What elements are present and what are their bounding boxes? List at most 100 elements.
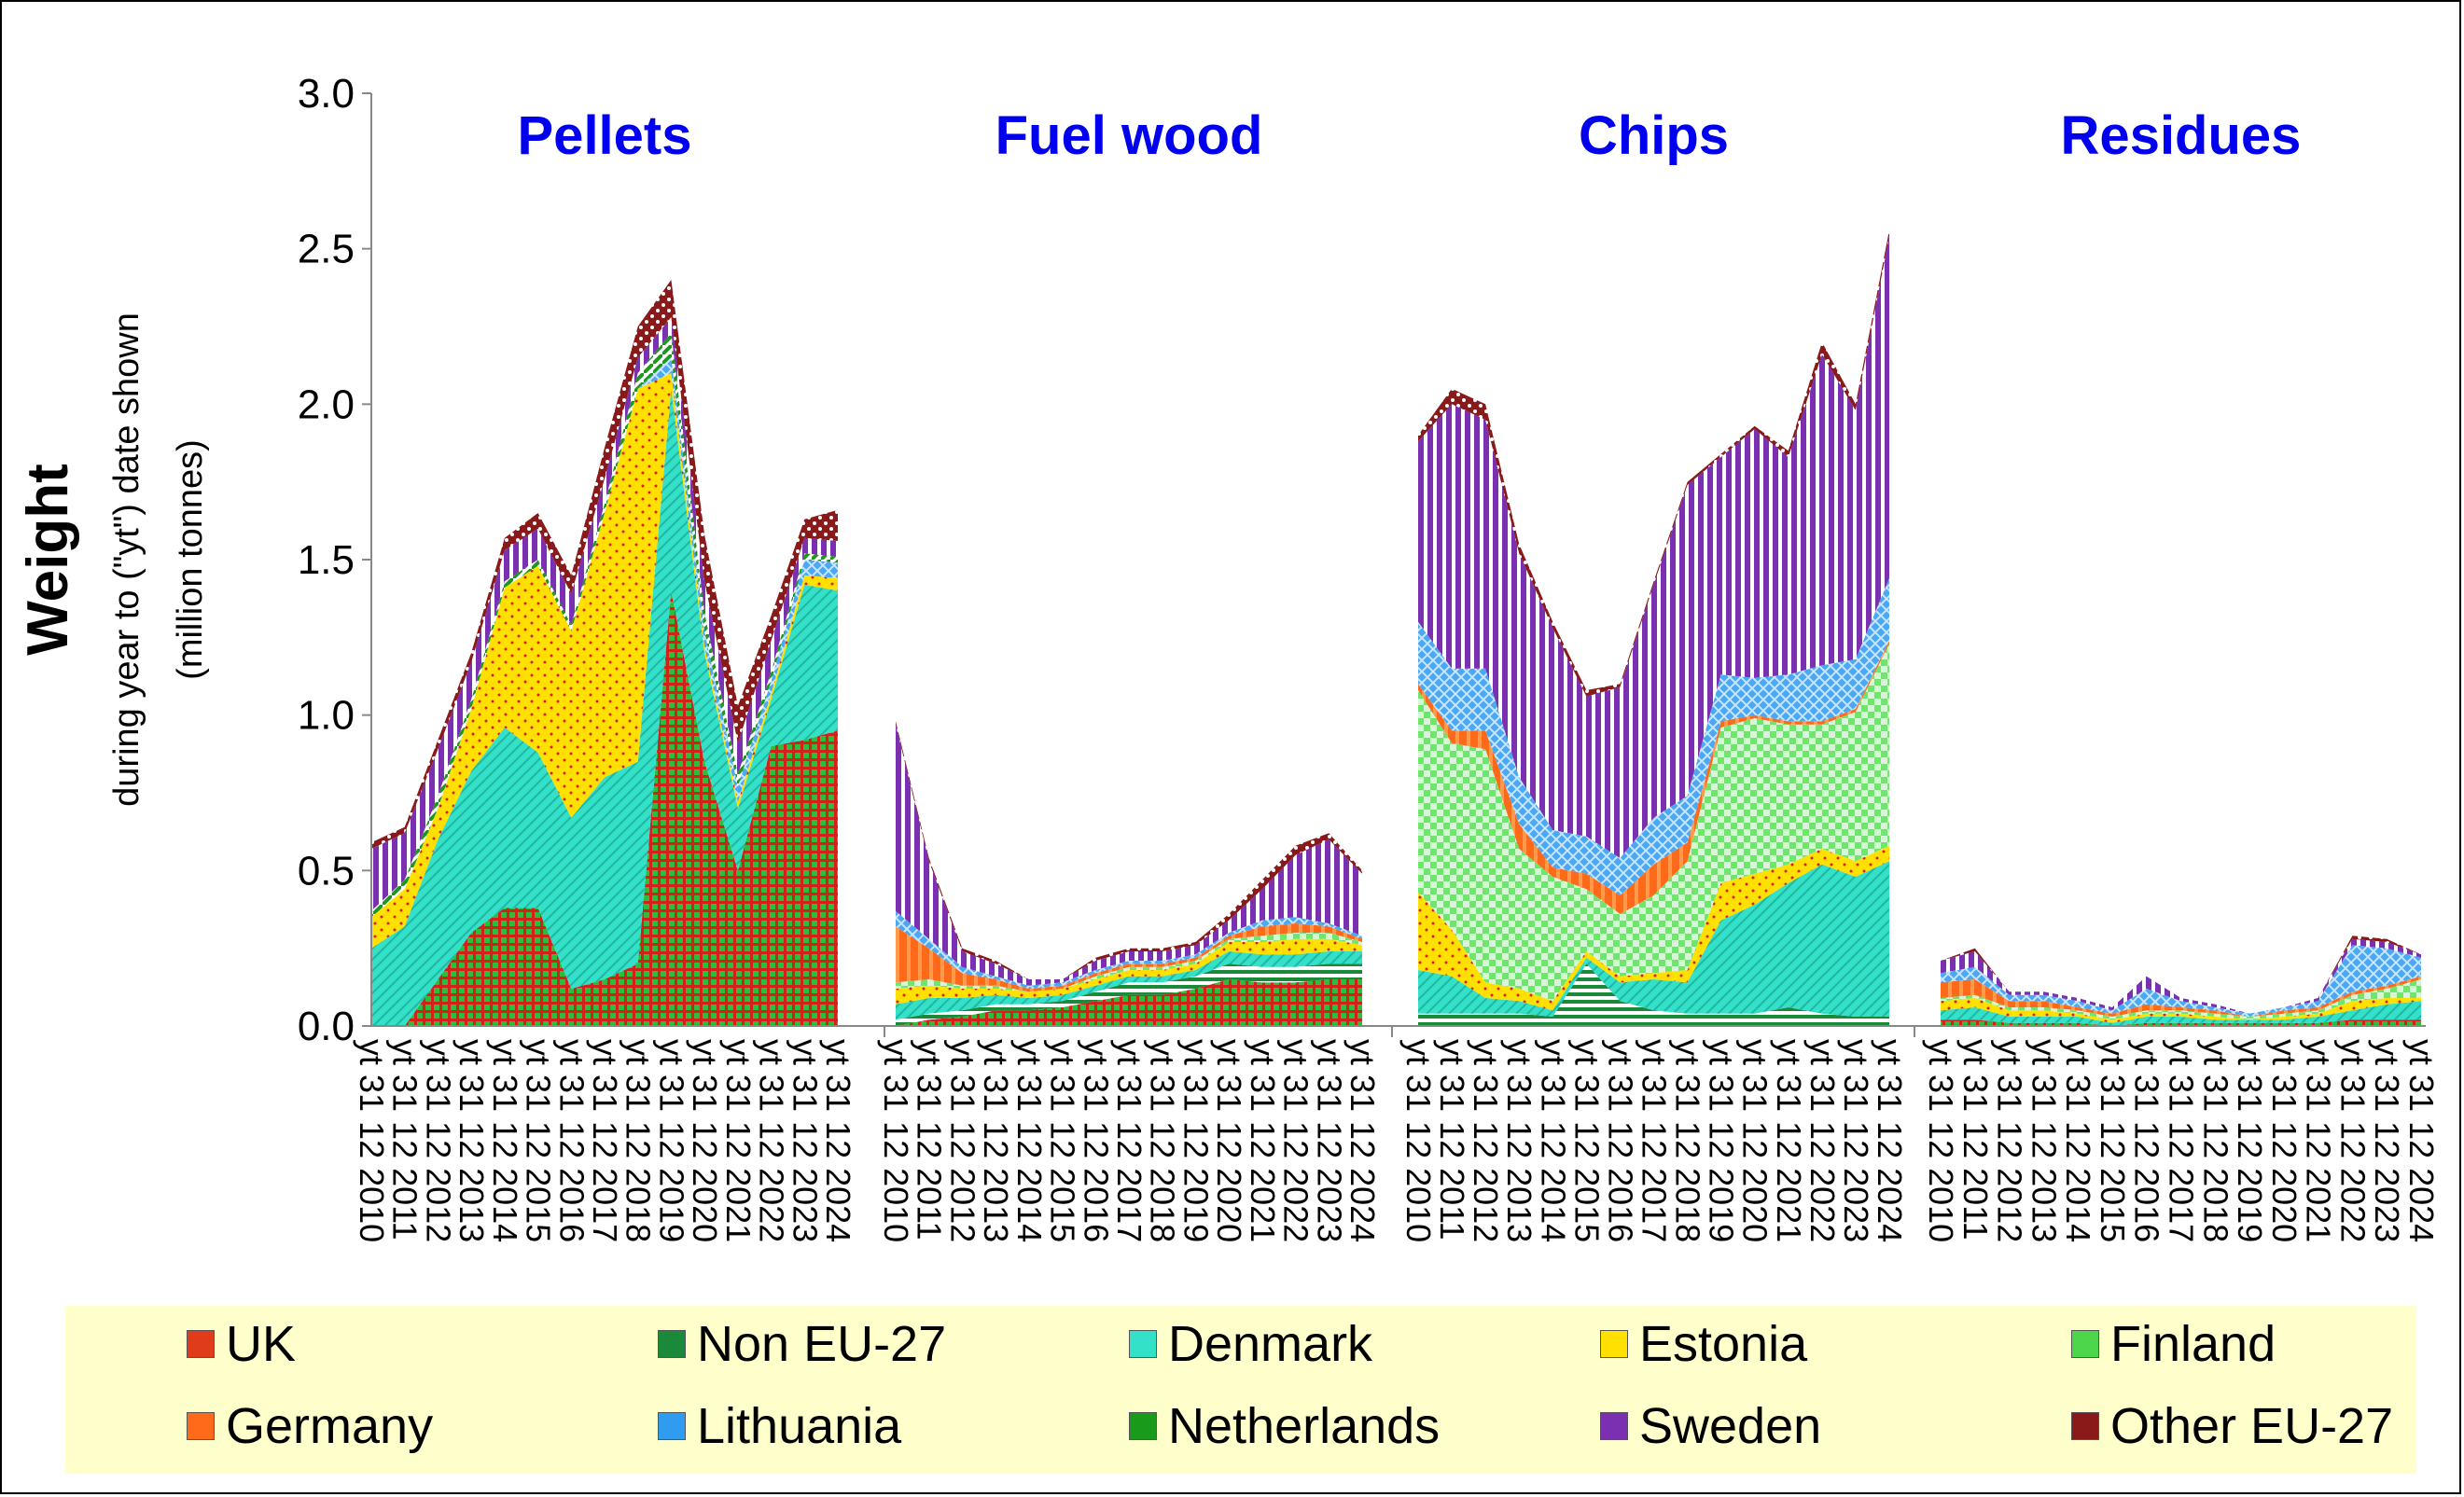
- x-tick-label: yt 31 12 2018: [619, 1039, 658, 1242]
- legend-item-netherlands: Netherlands: [1129, 1397, 1440, 1455]
- x-tick-label: yt 31 12 2022: [1803, 1039, 1842, 1242]
- x-tick-label: yt 31 12 2013: [2025, 1039, 2063, 1242]
- legend-item-denmark: Denmark: [1129, 1315, 1372, 1373]
- x-tick-label: yt 31 12 2021: [1770, 1039, 1808, 1242]
- y-tick-label: 0.5: [298, 848, 355, 894]
- legend-label: Netherlands: [1168, 1398, 1441, 1454]
- area-lithuania: [1941, 945, 2421, 1017]
- area-germany: [896, 923, 1362, 992]
- x-tick-label: yt 31 12 2019: [1176, 1039, 1215, 1242]
- legend-label: Other EU-27: [2110, 1398, 2394, 1454]
- x-tick-label: yt 31 12 2023: [2368, 1039, 2406, 1242]
- legend-item-non-eu-27: Non EU-27: [658, 1315, 946, 1373]
- x-tick-label: yt 31 12 2010: [1922, 1039, 1960, 1242]
- x-tick-label: yt 31 12 2011: [386, 1039, 425, 1241]
- x-tick-label: yt 31 12 2017: [1110, 1039, 1148, 1242]
- x-tick-label: yt 31 12 2011: [911, 1039, 949, 1241]
- legend-label: Lithuania: [697, 1398, 902, 1454]
- panel-3: [1941, 936, 2421, 1026]
- legend-label: Germany: [226, 1398, 434, 1454]
- x-tick-label: yt 31 12 2016: [1601, 1039, 1639, 1242]
- panel-0: [371, 280, 838, 1026]
- x-tick-label: yt 31 12 2016: [1077, 1039, 1115, 1242]
- panel-title: Fuel wood: [995, 105, 1263, 166]
- x-tick-label: yt 31 12 2023: [1837, 1039, 1875, 1242]
- area-sweden: [1941, 938, 2421, 1014]
- x-tick-label: yt 31 12 2017: [1636, 1039, 1674, 1242]
- area-denmark: [1418, 861, 1889, 1017]
- legend-item-other-eu-27: Other EU-27: [2071, 1397, 2393, 1455]
- stacked-area-chart: 0.0 0.5 1.0 1.5 2.0 2.5 3.0 Pellets yt 31 12 201…: [16, 71, 2441, 1242]
- area-estonia: [1418, 845, 1889, 1011]
- area-finland: [1941, 979, 2421, 1020]
- legend-swatch: [2071, 1330, 2099, 1358]
- y-axis-title: Weight: [16, 464, 80, 656]
- area-finland: [1418, 644, 1889, 1002]
- x-tick-label: yt 31 12 2019: [652, 1039, 690, 1242]
- x-tick-label: yt 31 12 2015: [520, 1039, 558, 1242]
- legend-swatch: [658, 1330, 686, 1358]
- legend-label: Finland: [2110, 1316, 2276, 1372]
- x-tick-label: yt 31 12 2012: [1991, 1039, 2029, 1242]
- legend-label: Sweden: [1639, 1398, 1822, 1454]
- y-tick-label: 2.0: [298, 381, 355, 427]
- area-sweden: [896, 724, 1362, 986]
- x-tick-label: yt 31 12 2024: [1343, 1039, 1382, 1242]
- area-estonia: [896, 938, 1362, 1005]
- area-denmark: [896, 951, 1362, 1020]
- area-uk: [896, 979, 1362, 1026]
- panel-1: [896, 721, 1362, 1026]
- x-tick-label: yt 31 12 2024: [1871, 1039, 1909, 1242]
- x-tick-label: yt 31 12 2012: [1467, 1039, 1505, 1242]
- x-tick-label: yt 31 12 2018: [1144, 1039, 1182, 1242]
- x-tick-label: yt 31 12 2022: [753, 1039, 791, 1242]
- legend-item-lithuania: Lithuania: [658, 1397, 901, 1455]
- y-axis-subtitle-1: during year to ("yt") date shown: [107, 312, 146, 807]
- x-tick-label: yt 31 12 2023: [786, 1039, 824, 1242]
- y-tick-label: 2.5: [298, 227, 355, 272]
- x-tick-label: yt 31 12 2014: [1010, 1039, 1049, 1242]
- area-sweden: [1418, 236, 1889, 859]
- x-tick-label: yt 31 12 2016: [2128, 1039, 2166, 1242]
- legend-swatch: [2071, 1412, 2099, 1440]
- x-tick-label: yt 31 12 2017: [586, 1039, 624, 1242]
- x-tick-label: yt 31 12 2017: [2163, 1039, 2201, 1242]
- legend-swatch: [1129, 1412, 1157, 1440]
- legend-label: Estonia: [1639, 1316, 1808, 1372]
- legend-item-estonia: Estonia: [1600, 1315, 1807, 1373]
- x-tick-label: yt 31 12 2014: [486, 1039, 524, 1242]
- legend-swatch: [1129, 1330, 1157, 1358]
- x-tick-label: yt 31 12 2020: [686, 1039, 724, 1242]
- area-finland: [896, 933, 1362, 992]
- area-uk: [371, 590, 838, 1026]
- x-tick-label: yt 31 12 2013: [452, 1039, 491, 1242]
- x-tick-label: yt 31 12 2024: [819, 1039, 857, 1242]
- x-tick-label: yt 31 12 2020: [1210, 1039, 1248, 1242]
- x-tick-label: yt 31 12 2015: [1567, 1039, 1606, 1242]
- legend-item-germany: Germany: [187, 1397, 433, 1455]
- area-lithuania: [896, 910, 1362, 989]
- x-tick-label: yt 31 12 2011: [1433, 1039, 1471, 1241]
- area-estonia: [371, 373, 838, 949]
- area-non-eu-27: [1418, 963, 1889, 1026]
- legend-item-uk: UK: [187, 1315, 296, 1373]
- y-tick-label: 3.0: [298, 71, 355, 117]
- x-tick-label: yt 31 12 2021: [1244, 1039, 1282, 1242]
- x-tick-label: yt 31 12 2015: [2094, 1039, 2132, 1242]
- area-uk: [1941, 1019, 2421, 1026]
- area-germany: [1941, 976, 2421, 1017]
- x-tick-label: yt 31 12 2019: [1703, 1039, 1741, 1242]
- area-estonia: [1941, 998, 2421, 1023]
- x-tick-label: yt 31 12 2022: [2333, 1039, 2372, 1242]
- x-tick-label: yt 31 12 2018: [2196, 1039, 2234, 1242]
- x-tick-label: yt 31 12 2013: [977, 1039, 1015, 1242]
- legend-label: Denmark: [1168, 1316, 1373, 1372]
- x-tick-label: yt 31 12 2024: [2402, 1039, 2441, 1242]
- x-tick-label: yt 31 12 2010: [877, 1039, 915, 1242]
- x-tick-label: yt 31 12 2016: [552, 1039, 591, 1242]
- x-tick-label: yt 31 12 2014: [2059, 1039, 2097, 1242]
- legend-swatch: [1600, 1412, 1628, 1440]
- legend-swatch: [187, 1412, 215, 1440]
- y-tick-label: 1.0: [298, 693, 355, 739]
- x-tick-label: yt 31 12 2022: [1277, 1039, 1316, 1242]
